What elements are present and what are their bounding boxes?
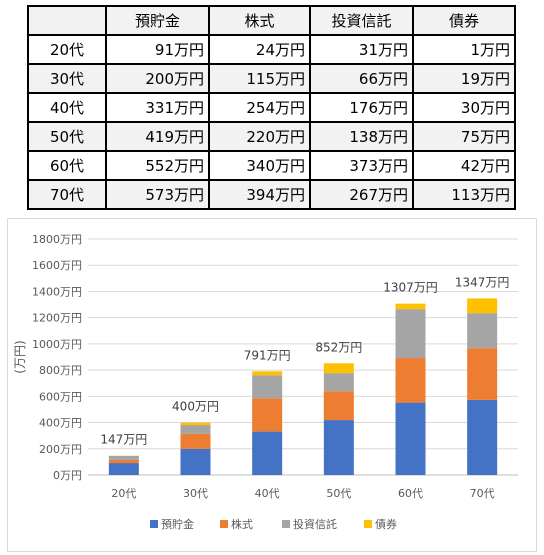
legend-swatch xyxy=(150,520,158,528)
header-savings: 預貯金 xyxy=(105,5,210,36)
table-cell: 19万円 xyxy=(412,63,516,94)
row-label: 40代 xyxy=(27,92,107,123)
header-funds: 投資信託 xyxy=(309,5,414,36)
header-corner xyxy=(27,5,107,36)
bar-segment xyxy=(323,373,354,392)
table-cell: 24万円 xyxy=(208,34,311,65)
bar-segment xyxy=(467,298,498,314)
bar-segment xyxy=(395,303,426,310)
table-cell: 75万円 xyxy=(412,121,516,152)
bar-segment xyxy=(395,402,426,475)
y-tick-label: 800万円 xyxy=(39,364,82,377)
legend-entry: 株式 xyxy=(231,517,253,531)
legend-swatch xyxy=(282,520,290,528)
total-label: 791万円 xyxy=(244,348,291,362)
x-tick-label: 60代 xyxy=(398,487,423,500)
table-cell: 267万円 xyxy=(309,179,414,210)
table-row: 70代 573万円 394万円 267万円 113万円 xyxy=(27,179,516,210)
bar-segment xyxy=(180,448,211,475)
legend-entry: 預貯金 xyxy=(161,517,194,531)
table-cell: 552万円 xyxy=(105,150,210,181)
bar-segment xyxy=(323,363,354,374)
table-cell: 220万円 xyxy=(208,121,311,152)
total-label: 852万円 xyxy=(315,340,362,354)
total-label: 147万円 xyxy=(100,433,147,447)
table-row: 40代 331万円 254万円 176万円 30万円 xyxy=(27,92,516,123)
table-cell: 340万円 xyxy=(208,150,311,181)
legend-swatch xyxy=(364,520,372,528)
table-cell: 254万円 xyxy=(208,92,311,123)
y-axis-label: (万円) xyxy=(13,340,27,373)
bar-segment xyxy=(467,313,498,349)
table-cell: 30万円 xyxy=(412,92,516,123)
row-label: 60代 xyxy=(27,150,107,181)
bar-segment xyxy=(467,348,498,400)
x-tick-label: 70代 xyxy=(470,487,495,500)
y-tick-label: 1600万円 xyxy=(32,259,82,272)
bar-segment xyxy=(180,422,211,426)
bar-segment xyxy=(395,309,426,359)
total-label: 400万円 xyxy=(172,400,219,414)
bar-segment xyxy=(108,463,139,475)
table-cell: 42万円 xyxy=(412,150,516,181)
x-tick-label: 40代 xyxy=(255,487,280,500)
table-cell: 66万円 xyxy=(309,63,414,94)
table-cell: 394万円 xyxy=(208,179,311,210)
bar-segment xyxy=(180,433,211,449)
legend-entry: 投資信託 xyxy=(293,517,337,531)
table-cell: 138万円 xyxy=(309,121,414,152)
bar-segment xyxy=(395,358,426,403)
table-cell: 419万円 xyxy=(105,121,210,152)
bar-segment xyxy=(108,459,139,464)
table-cell: 31万円 xyxy=(309,34,414,65)
table-row: 30代 200万円 115万円 66万円 19万円 xyxy=(27,63,516,94)
table-cell: 113万円 xyxy=(412,179,516,210)
y-tick-label: 0万円 xyxy=(53,469,82,482)
table-header-row: 預貯金 株式 投資信託 債券 xyxy=(27,5,516,36)
row-label: 20代 xyxy=(27,34,107,65)
bar-segment xyxy=(252,371,283,376)
bar-segment xyxy=(180,425,211,434)
bar-segment xyxy=(252,398,283,432)
bar-segment xyxy=(252,431,283,475)
y-tick-label: 600万円 xyxy=(39,390,82,403)
stacked-bar-chart: 0万円 200万円 400万円 600万円 800万円 1000万円 1200万円 1400万… xyxy=(7,218,537,552)
asset-table: 預貯金 株式 投資信託 債券 20代 91万円 24万円 31万円 1万円 30… xyxy=(27,5,516,210)
y-tick-label: 1200万円 xyxy=(32,312,82,325)
bar-segment xyxy=(467,399,498,475)
bar-segment xyxy=(252,375,283,399)
y-tick-label: 200万円 xyxy=(39,443,82,456)
x-tick-label: 30代 xyxy=(183,487,208,500)
table-row: 20代 91万円 24万円 31万円 1万円 xyxy=(27,34,516,65)
chart-canvas: 0万円 200万円 400万円 600万円 800万円 1000万円 1200万円 1400万… xyxy=(13,233,518,531)
table-cell: 373万円 xyxy=(309,150,414,181)
table-row: 50代 419万円 220万円 138万円 75万円 xyxy=(27,121,516,152)
x-tick-label: 20代 xyxy=(111,487,136,500)
table-cell: 176万円 xyxy=(309,92,414,123)
table-cell: 573万円 xyxy=(105,179,210,210)
table-cell: 91万円 xyxy=(105,34,210,65)
header-bonds: 債券 xyxy=(412,5,516,36)
table-cell: 200万円 xyxy=(105,63,210,94)
row-label: 50代 xyxy=(27,121,107,152)
table-cell: 115万円 xyxy=(208,63,311,94)
row-label: 30代 xyxy=(27,63,107,94)
total-label: 1347万円 xyxy=(455,275,510,289)
header-stocks: 株式 xyxy=(208,5,311,36)
y-tick-label: 1400万円 xyxy=(32,285,82,298)
bar-segment xyxy=(323,391,354,421)
table-cell: 1万円 xyxy=(412,34,516,65)
legend-entry: 債券 xyxy=(375,517,397,531)
bar-segment xyxy=(108,455,139,460)
y-tick-label: 1800万円 xyxy=(32,233,82,246)
legend-swatch xyxy=(220,520,228,528)
y-tick-label: 400万円 xyxy=(39,417,82,430)
total-label: 1307万円 xyxy=(383,281,438,295)
table-row: 60代 552万円 340万円 373万円 42万円 xyxy=(27,150,516,181)
y-tick-label: 1000万円 xyxy=(32,338,82,351)
x-tick-label: 50代 xyxy=(326,487,351,500)
row-label: 70代 xyxy=(27,179,107,210)
bar-segment xyxy=(323,420,354,475)
table-cell: 331万円 xyxy=(105,92,210,123)
